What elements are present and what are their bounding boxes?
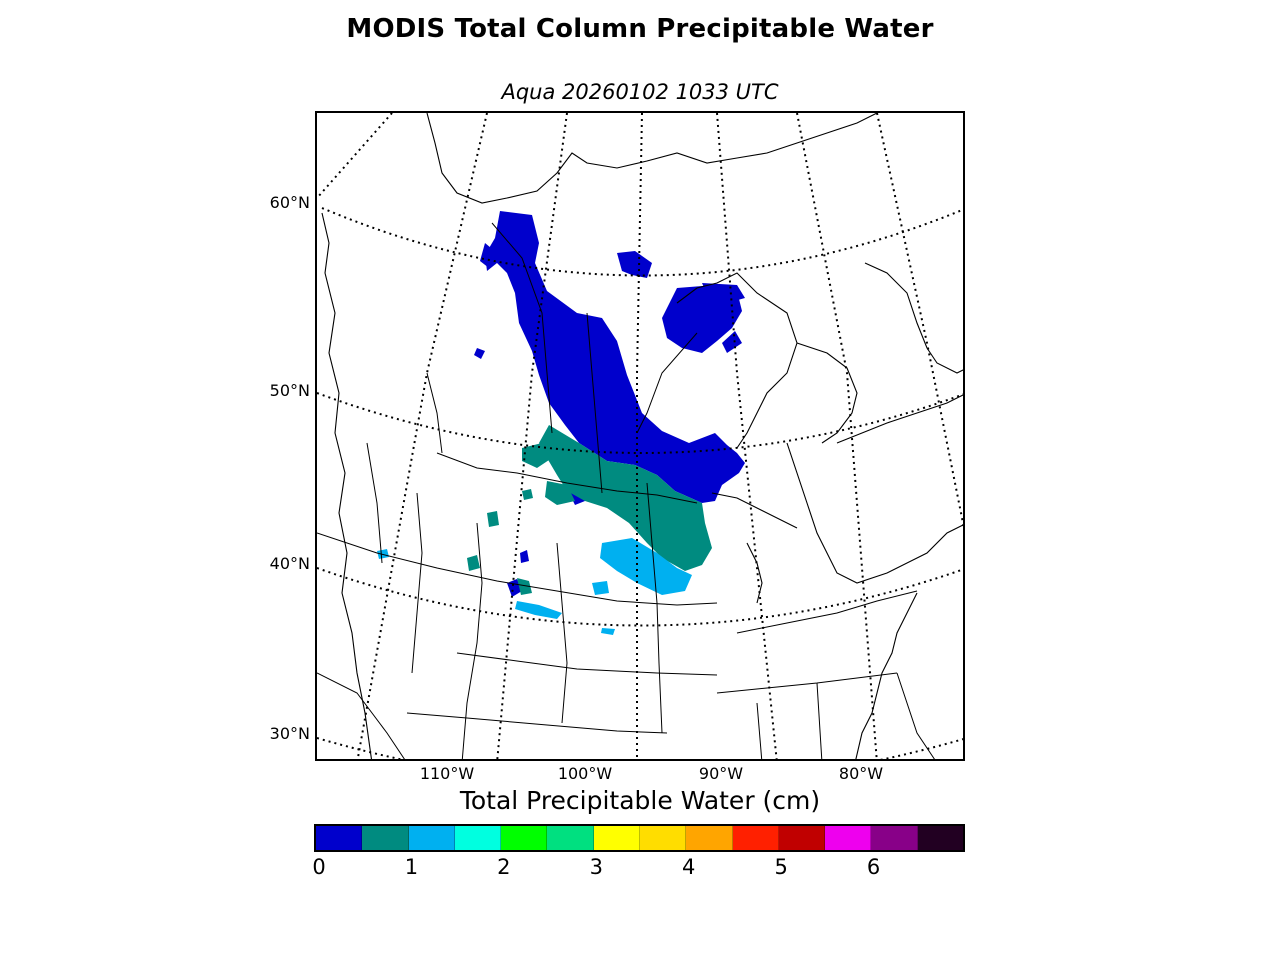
colorbar-segment <box>639 826 687 850</box>
political-borders <box>317 222 935 759</box>
colorbar-segment <box>593 826 640 850</box>
colorbar-segment <box>547 826 594 850</box>
lat-label-60n: 60°N <box>269 193 310 212</box>
colorbar-segment <box>825 826 872 850</box>
colorbar-segment <box>316 826 363 850</box>
colorbar-segment <box>408 826 455 850</box>
lon-label-80w: 80°W <box>838 764 884 783</box>
graticule <box>317 113 963 759</box>
colorbar-tick-label: 6 <box>866 855 881 879</box>
colorbar-segment <box>686 826 733 850</box>
colorbar-segment <box>501 826 548 850</box>
lon-label-90w: 90°W <box>698 764 744 783</box>
colorbar-segment <box>778 826 826 850</box>
colorbar-tick-label: 2 <box>497 855 511 879</box>
chart-subtitle: Aqua 20260102 1033 UTC <box>501 80 779 104</box>
colorbar-segment <box>362 826 409 850</box>
map-panel <box>315 111 965 761</box>
lon-label-110w: 110°W <box>419 764 475 783</box>
colorbar <box>314 824 965 852</box>
chart-title: MODIS Total Column Precipitable Water <box>346 14 934 44</box>
colorbar-tick-label: 3 <box>589 855 603 879</box>
coastlines <box>321 113 963 759</box>
colorbar-tick-label: 5 <box>774 855 788 879</box>
colorbar-segment <box>917 826 963 850</box>
pw-field-sky-blue <box>377 538 692 635</box>
colorbar-segment <box>732 826 779 850</box>
colorbar-segment <box>871 826 918 850</box>
lat-label-40n: 40°N <box>269 554 310 573</box>
pw-field-dark-blue <box>474 211 745 597</box>
colorbar-tick-label: 1 <box>404 855 419 879</box>
colorbar-label: Total Precipitable Water (cm) <box>459 786 821 815</box>
colorbar-segment <box>454 826 502 850</box>
lon-label-100w: 100°W <box>557 764 613 783</box>
map-svg <box>317 113 963 759</box>
lat-label-30n: 30°N <box>269 724 310 743</box>
colorbar-tick-label: 4 <box>682 855 696 879</box>
pw-field-teal <box>467 425 712 595</box>
lat-label-50n: 50°N <box>269 381 310 400</box>
colorbar-tick-label: 0 <box>312 855 326 879</box>
